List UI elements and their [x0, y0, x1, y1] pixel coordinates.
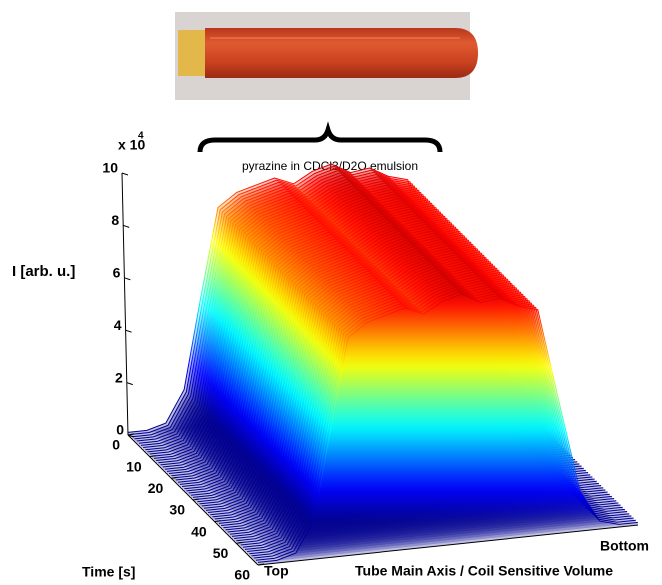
z-tick-label: 0 [116, 422, 124, 438]
z-tick [121, 172, 129, 176]
plot: 0 2 4 6 8 10 0 10 20 30 40 50 60 Top Bottom [102, 160, 649, 583]
z-tick-label: 8 [111, 212, 119, 228]
z-tick-label: 10 [102, 160, 118, 176]
x-axis [257, 524, 639, 566]
z-tick-label: 4 [114, 317, 122, 333]
surface-slice [257, 293, 638, 563]
y-axis-label: Time [s] [82, 564, 135, 580]
y-tick-label: 20 [148, 480, 164, 496]
y-tick-label: 50 [213, 545, 229, 561]
y-tick-label: 10 [126, 458, 142, 474]
y-tick-label: 30 [169, 502, 185, 518]
z-tick [124, 277, 131, 281]
z-scale-label: x 10 [118, 137, 145, 153]
y-tick [171, 476, 178, 479]
x-tick-label: Bottom [600, 538, 649, 554]
z-tick [126, 382, 133, 386]
z-tick-label: 6 [113, 265, 121, 281]
y-tick [214, 520, 221, 523]
z-axis [121, 172, 129, 436]
y-tick [257, 563, 265, 566]
y-tick-label: 40 [191, 523, 207, 539]
surface-fill [257, 294, 638, 565]
y-tick [149, 455, 156, 458]
brace [197, 121, 443, 153]
y-tick-label: 60 [234, 567, 250, 580]
y-tick [127, 433, 135, 436]
y-tick [236, 541, 243, 544]
z-scale-exponent: 4 [138, 131, 144, 142]
z-axis-label: I [arb. u.] [12, 263, 75, 280]
tube-photo [175, 12, 478, 100]
z-tick-label: 2 [115, 369, 123, 385]
x-tick-label: Top [264, 563, 289, 579]
z-tick [123, 224, 130, 228]
x-axis-label: Tube Main Axis / Coil Sensitive Volume [355, 563, 613, 579]
y-tick-label: 0 [112, 437, 120, 453]
y-tick [192, 498, 200, 501]
z-tick [125, 329, 132, 333]
